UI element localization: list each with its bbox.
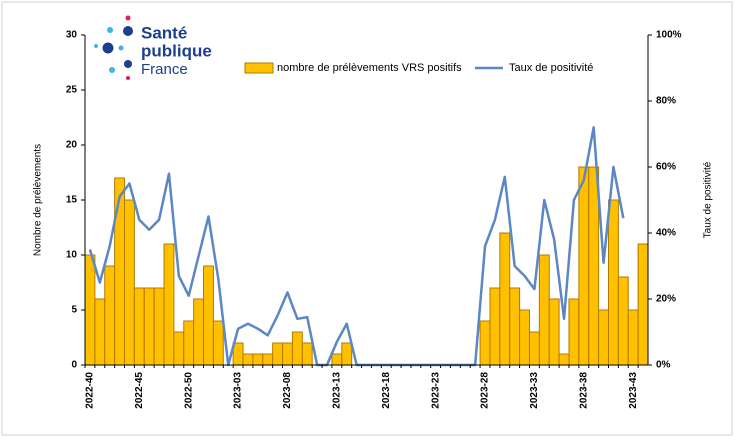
bar	[301, 342, 313, 366]
y2-tick-label: 60%	[656, 162, 676, 173]
bar	[499, 232, 511, 366]
bar	[163, 243, 175, 366]
bar	[578, 166, 590, 366]
x-tick-label: 2023-23	[430, 372, 441, 409]
y-axis-title: Nombre de prélèvements	[33, 144, 44, 256]
bar	[598, 309, 609, 366]
bar	[519, 309, 530, 366]
bar	[124, 199, 135, 366]
bar	[183, 320, 195, 366]
y-tick-label: 15	[66, 195, 78, 206]
bar	[282, 342, 293, 366]
bar	[538, 254, 550, 366]
bar	[528, 331, 540, 366]
x-tick-label: 2023-43	[628, 372, 639, 409]
bar	[114, 177, 126, 366]
y2-tick-label: 0%	[656, 360, 671, 371]
x-tick-label: 2023-38	[578, 372, 589, 409]
bar	[637, 243, 649, 366]
y-tick-label: 20	[66, 140, 78, 151]
bar	[617, 276, 629, 366]
logo-text: publique	[141, 41, 212, 60]
y-tick-label: 0	[71, 360, 77, 371]
y2-tick-label: 20%	[656, 294, 676, 305]
bar	[173, 331, 185, 366]
x-tick-label: 2023-13	[332, 372, 343, 409]
y2-tick-label: 40%	[656, 228, 676, 239]
bar	[94, 298, 106, 366]
y2-axis-title: Taux de positivité	[703, 161, 714, 238]
x-tick-label: 2023-18	[381, 372, 392, 409]
bar	[203, 265, 214, 366]
bar	[84, 254, 96, 366]
bar	[291, 331, 303, 366]
bar	[341, 342, 353, 366]
legend-swatch	[244, 62, 274, 74]
x-tick-label: 2023-08	[282, 372, 293, 409]
bar	[242, 353, 254, 366]
bar	[133, 287, 145, 366]
x-tick-label: 2022-40	[85, 372, 96, 409]
y-tick-label: 5	[71, 305, 77, 316]
y-tick-label: 10	[66, 250, 78, 261]
bar	[232, 342, 244, 366]
bar	[607, 199, 619, 366]
y2-tick-label: 100%	[656, 30, 682, 41]
bar	[104, 265, 116, 366]
bar	[143, 287, 155, 366]
logo: Santé publique France	[94, 15, 212, 80]
bar	[548, 298, 560, 366]
bar	[272, 342, 284, 366]
y-tick-label: 30	[66, 30, 78, 41]
x-tick-label: 2023-03	[233, 372, 244, 409]
x-tick-label: 2022-45	[134, 372, 145, 409]
x-tick-label: 2023-33	[529, 372, 540, 409]
x-tick-label: 2022-50	[183, 372, 194, 409]
bar	[252, 353, 264, 366]
bar	[588, 166, 600, 366]
bar	[568, 298, 580, 366]
y-tick-label: 25	[66, 85, 78, 96]
x-tick-label: 2023-28	[480, 372, 491, 409]
logo-text: France	[141, 61, 188, 78]
bar	[558, 353, 570, 366]
bar	[153, 287, 165, 366]
legend-label: nombre de prélèvements VRS positifs	[277, 62, 462, 74]
legend-label: Taux de positivité	[509, 62, 593, 74]
bar	[262, 353, 274, 366]
bar	[193, 298, 205, 366]
logo-text: Santé	[141, 23, 187, 42]
bar	[331, 353, 343, 366]
bar	[212, 320, 224, 366]
bar	[627, 309, 639, 366]
bar	[489, 287, 501, 366]
bar	[479, 320, 491, 366]
bar	[509, 287, 521, 366]
y2-tick-label: 80%	[656, 96, 676, 107]
